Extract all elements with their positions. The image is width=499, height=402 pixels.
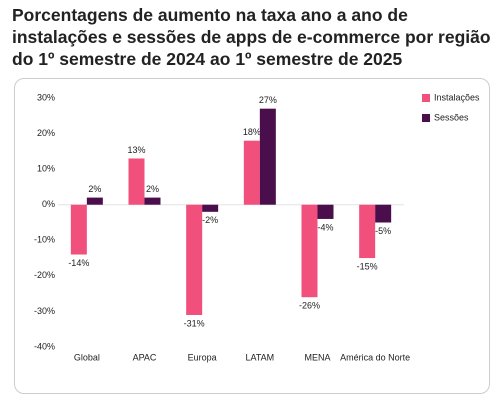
value-label: -15% xyxy=(357,261,378,271)
y-tick-label: -10% xyxy=(34,235,55,245)
bar xyxy=(359,204,376,259)
bar xyxy=(202,204,219,212)
value-label: -14% xyxy=(68,258,89,268)
bar xyxy=(259,108,276,205)
bar xyxy=(317,204,334,219)
x-tick-label: MENA xyxy=(304,352,330,362)
bar xyxy=(301,204,318,298)
y-tick-label: 20% xyxy=(37,128,55,138)
x-tick-label: Global xyxy=(74,352,100,362)
bar xyxy=(375,204,392,223)
value-label: -26% xyxy=(299,301,320,311)
bar xyxy=(70,204,87,255)
value-label: -31% xyxy=(184,318,205,328)
value-label: -2% xyxy=(202,215,218,225)
bar xyxy=(186,204,203,315)
value-label: 2% xyxy=(146,184,159,194)
x-tick-label: LATAM xyxy=(245,352,274,362)
y-tick-label: 30% xyxy=(37,92,55,102)
x-tick-label: APAC xyxy=(133,352,157,362)
legend-label: Instalações xyxy=(434,92,480,102)
value-label: -5% xyxy=(375,226,391,236)
y-tick-label: -40% xyxy=(34,341,55,351)
y-tick-label: 0% xyxy=(42,199,55,209)
chart-title: Porcentagens de aumento na taxa ano a an… xyxy=(12,5,491,69)
x-tick-label: América do Norte xyxy=(340,352,410,362)
bar xyxy=(128,158,145,205)
value-label: 27% xyxy=(259,95,277,105)
value-label: 18% xyxy=(243,127,261,137)
bar xyxy=(86,197,103,205)
legend-swatch xyxy=(422,114,430,122)
x-tick-label: Europa xyxy=(188,352,217,362)
legend-label: Sessões xyxy=(434,112,469,122)
legend-swatch xyxy=(422,94,430,102)
value-label: 2% xyxy=(88,184,101,194)
bar xyxy=(243,140,260,205)
bar xyxy=(144,197,161,205)
chart-panel xyxy=(14,78,490,394)
value-label: -4% xyxy=(317,222,333,232)
y-tick-label: -20% xyxy=(34,270,55,280)
y-tick-label: 10% xyxy=(37,164,55,174)
y-tick-label: -30% xyxy=(34,306,55,316)
value-label: 13% xyxy=(127,145,145,155)
